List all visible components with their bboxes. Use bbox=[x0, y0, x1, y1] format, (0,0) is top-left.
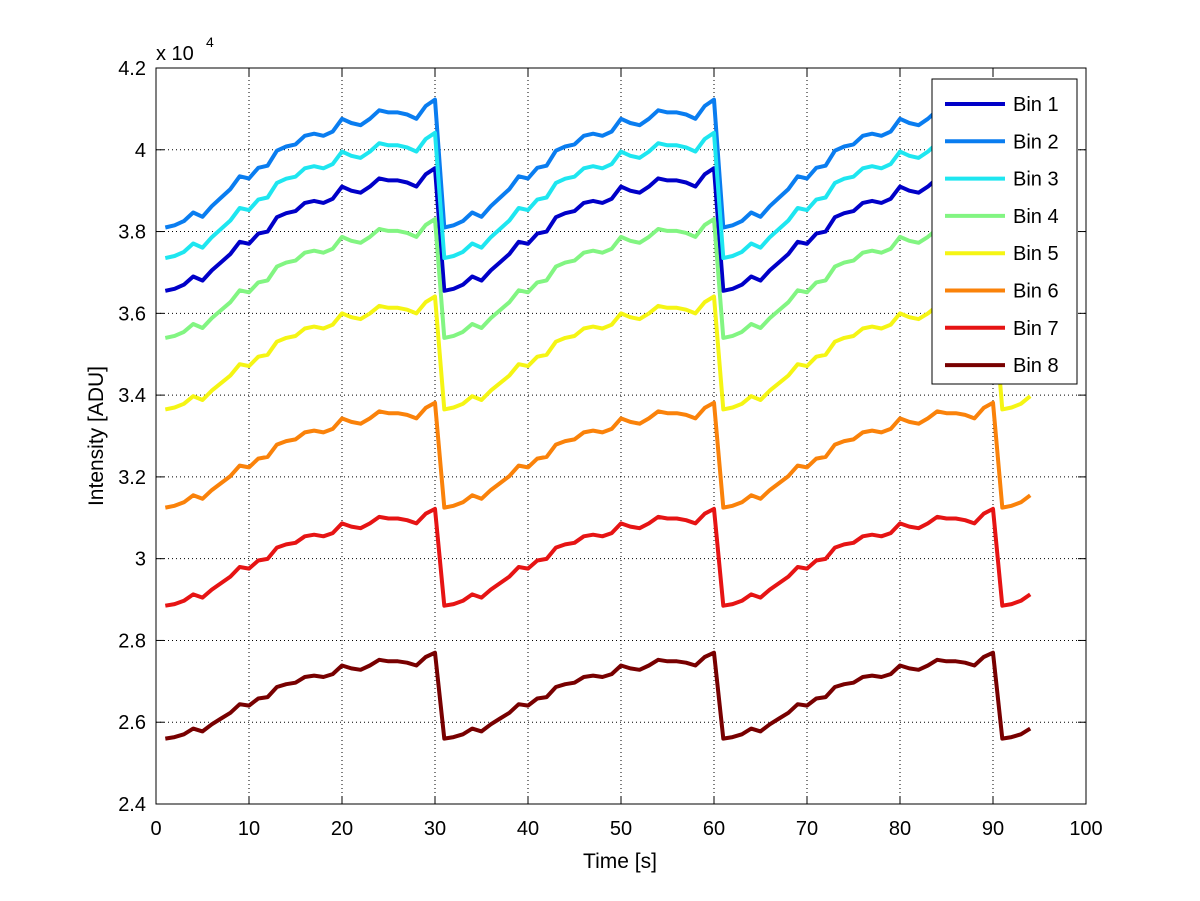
series-line-bin-5 bbox=[164, 294, 1032, 412]
x-tick-label: 60 bbox=[703, 818, 725, 840]
x-tick-label: 100 bbox=[1069, 818, 1102, 840]
legend-label: Bin 4 bbox=[1013, 206, 1059, 228]
x-axis-title: Time [s] bbox=[583, 850, 657, 873]
legend-label: Bin 5 bbox=[1013, 243, 1059, 265]
legend-label: Bin 7 bbox=[1013, 318, 1059, 340]
series-lines bbox=[164, 97, 1032, 741]
x-tick-label: 80 bbox=[889, 818, 911, 840]
y-axis-title: Intensity [ADU] bbox=[85, 366, 108, 506]
legend-box bbox=[931, 78, 1078, 385]
y-tick-label: 2.8 bbox=[118, 630, 146, 652]
legend-label: Bin 2 bbox=[1013, 131, 1059, 153]
series-line-bin-8 bbox=[164, 650, 1032, 741]
x-tick-label: 0 bbox=[150, 818, 161, 840]
legend: Bin 1 Bin 2 Bin 3 Bin 4 Bin 5 Bin 6 Bin 7 Bin 8 bbox=[931, 78, 1078, 385]
y-tick-label: 2.4 bbox=[118, 794, 146, 816]
series-line-bin-3 bbox=[164, 130, 1032, 261]
y-exponent-label: x 10 4 bbox=[156, 34, 214, 65]
y-tick-label: 2.6 bbox=[118, 712, 146, 734]
x-tick-label: 90 bbox=[982, 818, 1004, 840]
y-tick-label: 3.2 bbox=[118, 467, 146, 489]
y-exponent-base: x 10 bbox=[156, 43, 194, 65]
legend-label: Bin 6 bbox=[1013, 281, 1059, 303]
x-tick-label: 50 bbox=[610, 818, 632, 840]
x-tick-label: 20 bbox=[331, 818, 353, 840]
y-tick-label: 3.4 bbox=[118, 385, 146, 407]
x-tick-label: 40 bbox=[517, 818, 539, 840]
x-tick-label: 10 bbox=[238, 818, 260, 840]
y-tick-label: 3 bbox=[135, 549, 146, 571]
y-exponent-power: 4 bbox=[206, 34, 214, 50]
x-tick-label: 30 bbox=[424, 818, 446, 840]
legend-label: Bin 1 bbox=[1013, 94, 1059, 116]
series-line-bin-2 bbox=[164, 97, 1032, 230]
legend-label: Bin 8 bbox=[1013, 355, 1059, 377]
y-tick-label: 3.6 bbox=[118, 303, 146, 325]
y-tick-label: 4 bbox=[135, 140, 146, 162]
axis-ticks: 0 10 20 30 40 50 60 70 80 90 100 2.4 2.6 2.8 3 3.2 3.4 3.… bbox=[118, 58, 1103, 840]
series-line-bin-4 bbox=[164, 217, 1032, 340]
series-line-bin-7 bbox=[164, 506, 1032, 608]
x-tick-label: 70 bbox=[796, 818, 818, 840]
y-tick-label: 4.2 bbox=[118, 58, 146, 80]
legend-label: Bin 3 bbox=[1013, 169, 1059, 191]
series-line-bin-1 bbox=[164, 166, 1032, 293]
y-tick-label: 3.8 bbox=[118, 222, 146, 244]
series-line-bin-6 bbox=[164, 400, 1032, 510]
